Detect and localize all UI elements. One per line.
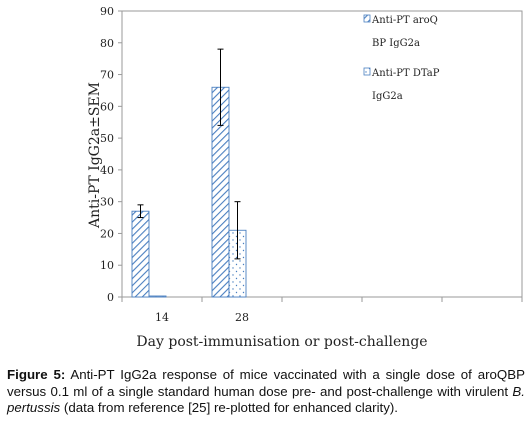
legend-label-dtap-line2: IgG2a [372,91,403,102]
x-tick-label: 28 [235,311,249,324]
bars [131,86,247,298]
y-tick-label: 20 [100,227,114,240]
caption-text-after: (data from reference [25] re-plotted for… [63,400,398,415]
bar-aroqbp-day-14 [131,210,150,298]
y-tick-label: 70 [100,69,114,82]
y-tick-label: 80 [100,37,114,50]
y-axis-ticks: 0 10 20 30 40 50 60 70 80 90 [100,5,122,304]
y-tick-label: 0 [107,291,114,304]
legend: Anti-PT aroQ BP IgG2a Anti-PT DTaP IgG2a [363,14,440,102]
chart: 0 10 20 30 40 50 60 70 80 90 14 28 Anti-PT aroQ BP… [87,5,523,350]
error-bars [137,48,241,260]
y-tick-label: 60 [100,100,114,113]
legend-label-dtap-line1: Anti-PT DTaP [371,68,440,79]
y-tick-label: 40 [100,164,114,177]
plot-area [121,10,523,298]
caption-label: Figure 5: [7,367,66,382]
legend-swatch-aroqbp [363,14,371,23]
y-axis-title: Anti-PT IgG2a±SEM [87,82,103,229]
y-tick-label: 30 [100,196,114,209]
x-tick-label: 14 [155,311,169,324]
caption-text-before: Anti-PT IgG2a response of mice vaccinate… [7,367,525,399]
x-axis-title: Day post-immunisation or post-challenge [136,334,427,350]
figure-caption: Figure 5: Anti-PT IgG2a response of mice… [7,367,525,417]
caption-italic-species: B. pertussis [7,383,525,416]
y-tick-label: 10 [100,259,114,272]
legend-label-aroqbp-line1: Anti-PT aroQ [371,15,438,26]
y-tick-label: 50 [100,132,114,145]
y-tick-label: 90 [100,5,114,18]
bar-dtap-day-14 [148,295,167,298]
legend-label-aroqbp-line2: BP IgG2a [372,38,420,49]
x-axis-ticks: 14 28 [121,297,523,324]
legend-swatch-dtap [363,67,371,76]
